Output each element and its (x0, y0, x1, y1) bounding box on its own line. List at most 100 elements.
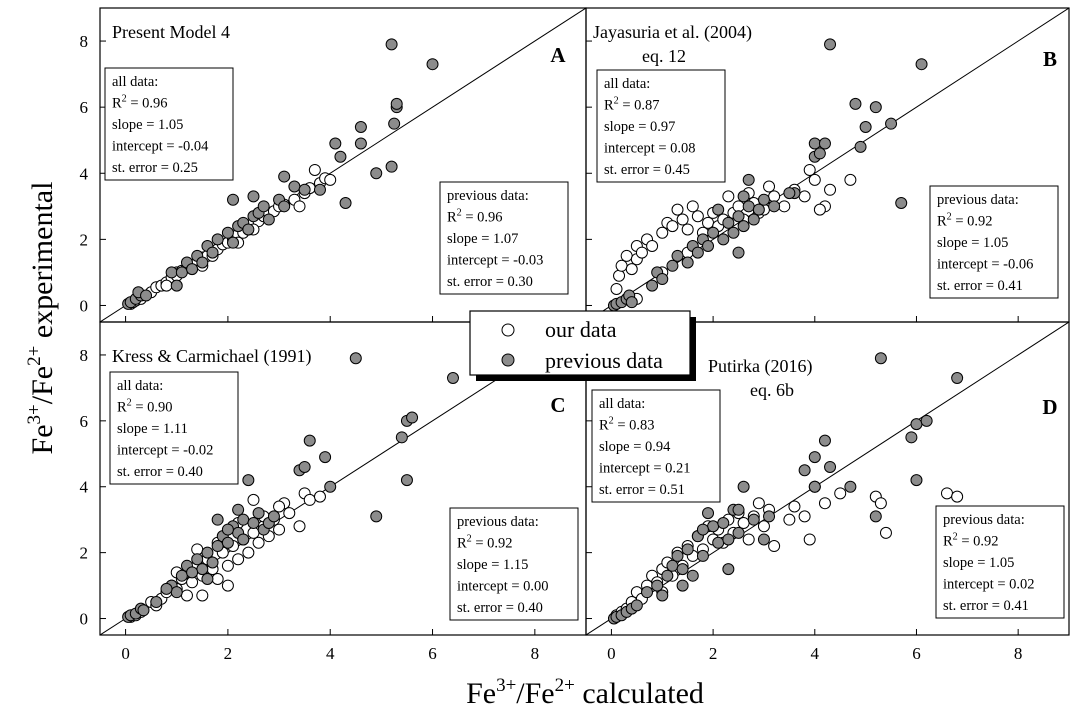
data-point (757, 193, 770, 206)
data-point (717, 516, 730, 529)
data-point (329, 137, 342, 150)
data-point (676, 563, 689, 576)
data-point (803, 163, 816, 176)
x-tick-label: 8 (1014, 644, 1023, 663)
data-point (196, 589, 209, 602)
data-point (257, 200, 270, 213)
data-point (763, 180, 776, 193)
data-point (768, 200, 781, 213)
panel-frame (585, 321, 1070, 636)
y-tick-label: 8 (80, 32, 89, 51)
panel-letter: D (1042, 395, 1057, 419)
data-point (681, 223, 694, 236)
data-point (824, 183, 837, 196)
data-point (646, 239, 659, 252)
data-point (308, 163, 321, 176)
data-point (885, 117, 898, 130)
data-point (651, 579, 664, 592)
data-point (696, 523, 709, 536)
series-previous-data (122, 352, 459, 623)
data-point (778, 200, 791, 213)
data-point (702, 239, 715, 252)
data-point (242, 474, 255, 487)
data-point (732, 503, 745, 516)
data-point (160, 279, 173, 292)
data-point (385, 38, 398, 51)
data-point (727, 226, 740, 239)
stats-line: slope = 0.97 (604, 119, 675, 135)
y-tick-label: 2 (80, 230, 89, 249)
stats-line: st. error = 0.30 (447, 274, 533, 290)
stats-frame (439, 181, 569, 295)
stats-line: intercept = -0.04 (112, 139, 209, 155)
stats-line: slope = 0.94 (599, 439, 671, 455)
data-point (227, 193, 240, 206)
y-tick-label: 4 (80, 478, 89, 497)
data-point (732, 246, 745, 259)
data-point (671, 549, 684, 562)
data-point (395, 431, 408, 444)
stats-line: intercept = -0.06 (937, 257, 1033, 273)
data-point (211, 540, 224, 553)
data-point (742, 173, 755, 186)
stats-line: previous data: (457, 514, 539, 530)
data-point (844, 480, 857, 493)
data-point (783, 187, 796, 200)
stats-line: st. error = 0.25 (112, 160, 198, 176)
data-point (768, 190, 781, 203)
data-point (252, 507, 265, 520)
data-point (910, 418, 923, 431)
data-point (788, 500, 801, 513)
data-point (610, 282, 623, 295)
x-tick-label: 0 (121, 644, 130, 663)
y-tick-label: 2 (80, 544, 89, 563)
data-point (150, 596, 163, 609)
stats-line: all data: (604, 76, 650, 92)
data-point (910, 474, 923, 487)
panel-title: Putirka (2016) (708, 356, 812, 377)
stats-frame (929, 185, 1059, 299)
stats-line: intercept = 0.08 (604, 141, 696, 157)
data-point (211, 233, 224, 246)
data-point (298, 460, 311, 473)
data-point (869, 101, 882, 114)
data-point (666, 559, 679, 572)
legend-marker-previous (501, 353, 515, 367)
data-point (267, 510, 280, 523)
data-point (206, 556, 219, 569)
data-point (737, 220, 750, 233)
data-point (768, 540, 781, 553)
y-tick-label: 4 (80, 164, 89, 183)
data-point (191, 553, 204, 566)
data-point (196, 256, 209, 269)
data-point (400, 474, 413, 487)
panel-title: Jayasuria et al. (2004) (593, 22, 752, 43)
data-point (211, 572, 224, 585)
stats-line: st. error = 0.41 (943, 598, 1029, 614)
stats-line: slope = 1.15 (457, 557, 528, 573)
stats-line: all data: (599, 396, 645, 412)
one-to-one-line (586, 322, 1069, 635)
data-point (686, 200, 699, 213)
stats-frame (935, 505, 1065, 619)
stats-all-box: all data: R2 = 0.83 slope = 0.94 intercept … (591, 389, 721, 503)
data-point (808, 173, 821, 186)
series-previous-data (607, 38, 928, 312)
panel-title: eq. 12 (642, 46, 686, 66)
data-point (691, 210, 704, 223)
stats-previous-box: previous data: R2 = 0.96 slope = 1.07 inter… (439, 181, 569, 295)
data-point (671, 249, 684, 262)
data-point (175, 569, 188, 582)
data-point (656, 226, 669, 239)
data-point (722, 563, 735, 576)
data-point (737, 190, 750, 203)
data-point (324, 480, 337, 493)
data-point (712, 203, 725, 216)
stats-line: intercept = 0.00 (457, 579, 549, 595)
data-point (630, 599, 643, 612)
stats-line: slope = 1.05 (112, 117, 183, 133)
data-point (656, 273, 669, 286)
x-tick-label: 6 (912, 644, 921, 663)
data-point (808, 451, 821, 464)
data-point (196, 563, 209, 576)
